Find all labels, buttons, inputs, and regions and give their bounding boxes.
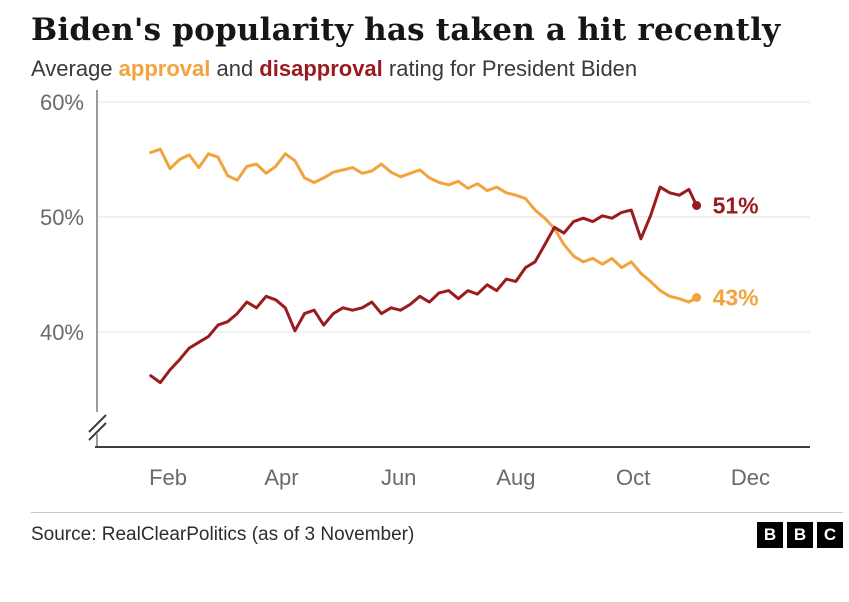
chart-page: Biden's popularity has taken a hit recen… <box>0 12 849 548</box>
x-tick-label: Apr <box>264 465 298 490</box>
bbc-logo-letter: B <box>787 521 813 548</box>
legend-approval: approval <box>118 55 211 81</box>
x-tick-label: Aug <box>496 465 535 490</box>
x-tick-label: Jun <box>381 465 416 490</box>
line-chart: 60% 50% 40% Feb Apr Jun Aug Oct Dec 43% 51% <box>40 89 810 490</box>
x-tick-label: Dec <box>731 465 770 490</box>
axis-break-mark <box>88 421 107 441</box>
axis-break-mark <box>88 413 107 433</box>
y-tick-label: 50% <box>40 205 84 230</box>
y-tick-label: 40% <box>40 320 84 345</box>
approval-end-label: 43% <box>713 284 759 310</box>
chart-title: Biden's popularity has taken a hit recen… <box>31 12 781 48</box>
legend-disapproval: disapproval <box>259 55 383 81</box>
footer: Source: RealClearPolitics (as of 3 Novem… <box>31 511 843 548</box>
y-tick-label: 60% <box>40 90 84 115</box>
chart-subtitle: Average approval and disapproval rating … <box>31 56 829 82</box>
disapproval-end-dot <box>692 200 702 210</box>
subtitle-text-suffix: rating for President Biden <box>382 55 638 81</box>
bbc-logo-letter: B <box>757 521 783 548</box>
source-text: Source: RealClearPolitics (as of 3 Novem… <box>31 523 415 545</box>
bbc-logo: B B C <box>757 521 843 548</box>
disapproval-end-label: 51% <box>713 192 759 218</box>
approval-end-dot <box>692 292 702 302</box>
approval-line <box>149 147 699 304</box>
subtitle-text-prefix: Average <box>31 55 119 81</box>
subtitle-text-middle: and <box>210 55 260 81</box>
bbc-logo-letter: C <box>817 521 843 548</box>
x-tick-label: Feb <box>149 465 187 490</box>
x-tick-label: Oct <box>616 465 650 490</box>
disapproval-line <box>149 185 699 384</box>
